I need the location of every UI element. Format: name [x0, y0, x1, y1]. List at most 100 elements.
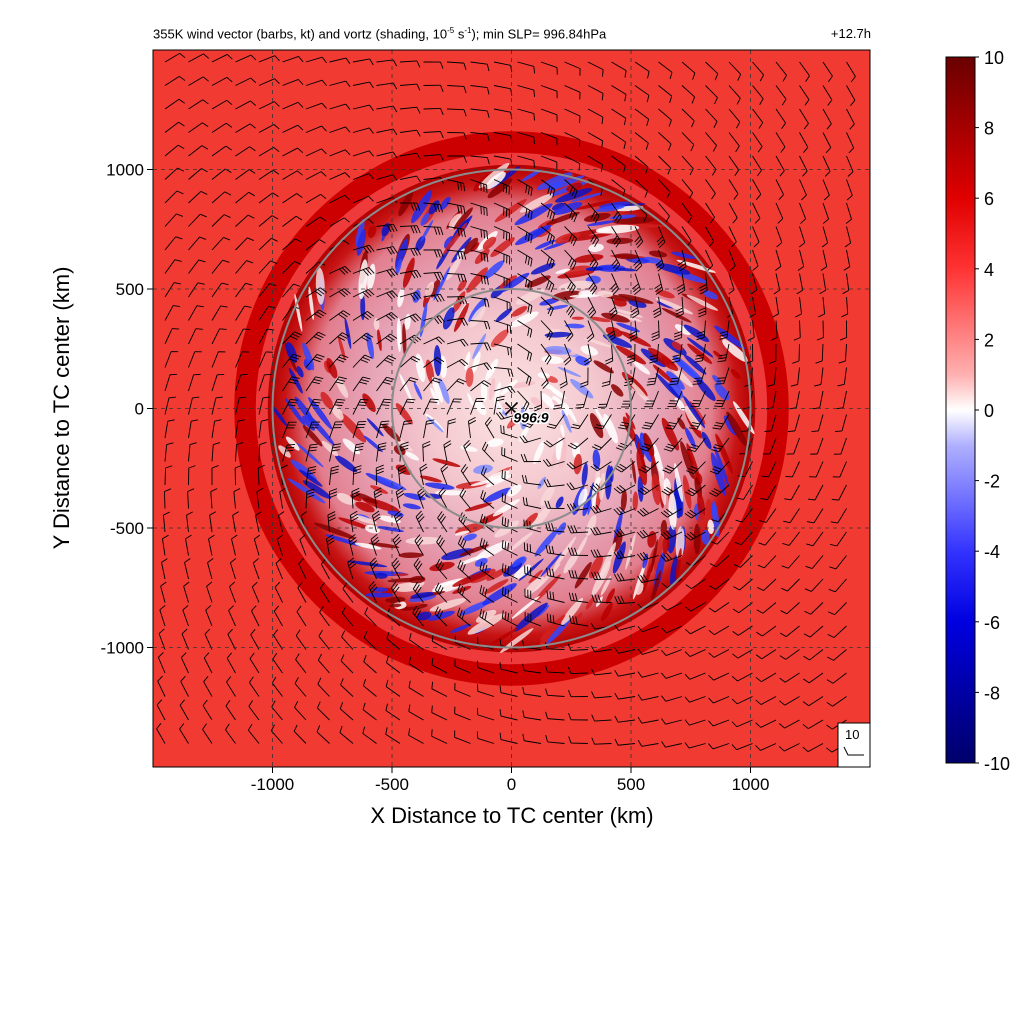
- barb-flag: [605, 357, 613, 362]
- vorticity-streak: [402, 323, 407, 357]
- wind-barb: [295, 629, 307, 650]
- barb-shaft: [810, 602, 824, 615]
- barb-flag: [335, 401, 344, 404]
- barb-shaft: [329, 103, 346, 110]
- barb-flag: [461, 358, 469, 365]
- wind-barb: [271, 676, 283, 697]
- barb-flag: [713, 488, 722, 493]
- barb-flag: [836, 407, 844, 410]
- wind-barb: [352, 58, 374, 66]
- barb-flag: [606, 330, 615, 336]
- barb-flag: [780, 146, 786, 153]
- vorticity-streak: [362, 393, 376, 413]
- barb-flag: [360, 398, 369, 401]
- wind-barb: [282, 101, 304, 110]
- wind-barb: [204, 628, 213, 650]
- wind-barb: [752, 249, 759, 271]
- wind-barb: [211, 54, 233, 63]
- barb-shaft: [235, 283, 246, 298]
- wind-barb: [369, 557, 379, 580]
- barb-flag: [418, 516, 425, 523]
- barb-flag: [184, 558, 191, 563]
- barb-flag: [501, 539, 504, 549]
- wind-barb: [728, 85, 741, 105]
- barb-shaft: [248, 706, 260, 721]
- wind-barb: [446, 85, 467, 94]
- wind-barb: [277, 511, 285, 533]
- barb-flag: [651, 330, 660, 335]
- barb-flag: [533, 66, 536, 74]
- barb-flag: [392, 268, 398, 276]
- barb-flag: [613, 508, 620, 516]
- vorticity-streak: [539, 614, 566, 641]
- barb-shaft: [594, 719, 612, 722]
- wind-barb: [708, 625, 730, 636]
- wind-barb: [409, 632, 424, 650]
- barb-flag: [275, 558, 282, 564]
- barb-shaft: [188, 76, 204, 86]
- barb-shaft: [446, 108, 465, 111]
- wind-barb: [164, 328, 180, 345]
- barb-shaft: [840, 437, 847, 455]
- barb-flag: [504, 494, 506, 503]
- wind-barb: [590, 504, 612, 514]
- barb-flag: [439, 293, 445, 302]
- barb-shaft: [235, 421, 239, 439]
- barb-flag: [637, 575, 643, 583]
- barb-flag: [329, 494, 338, 499]
- barb-shaft: [641, 743, 659, 747]
- barb-flag: [397, 493, 405, 499]
- barb-flag: [292, 333, 300, 338]
- wind-barb: [638, 461, 659, 474]
- barb-shaft: [768, 461, 777, 478]
- barb-flag: [580, 381, 589, 385]
- wind-barb: [391, 557, 401, 580]
- barb-flag: [623, 141, 626, 149]
- wind-barb: [611, 61, 627, 78]
- vorticity-streak: [661, 417, 680, 451]
- barb-shaft: [728, 179, 739, 195]
- barb-flag: [311, 381, 320, 385]
- wind-barb: [211, 282, 229, 298]
- wind-barb: [517, 179, 533, 197]
- barb-flag: [523, 519, 526, 528]
- barb-shaft: [744, 461, 753, 477]
- vorticity-streak: [454, 530, 470, 536]
- barb-flag: [566, 305, 572, 313]
- vorticity-streak: [537, 372, 550, 379]
- vorticity-streak: [385, 596, 406, 603]
- vorticity-streak: [648, 250, 668, 258]
- barb-flag: [614, 214, 620, 222]
- vorticity-streak: [552, 395, 569, 416]
- barb-flag: [393, 536, 401, 544]
- barb-flag: [270, 260, 278, 264]
- barb-flag: [651, 334, 660, 338]
- barb-flag: [463, 86, 467, 94]
- barb-flag: [249, 146, 256, 152]
- wind-barb: [470, 320, 491, 330]
- wind-barb: [759, 508, 777, 523]
- vorticity-streak: [674, 324, 691, 336]
- barb-flag: [656, 262, 664, 269]
- barb-shaft: [587, 132, 603, 142]
- barb-flag: [617, 573, 622, 581]
- wind-barb: [305, 443, 319, 462]
- barb-flag: [273, 146, 280, 153]
- wind-barb: [233, 488, 241, 509]
- vorticity-streak: [666, 524, 677, 554]
- barb-flag: [431, 681, 434, 689]
- barb-flag: [419, 492, 427, 499]
- barb-flag: [525, 231, 528, 240]
- wind-barb: [660, 553, 683, 562]
- barb-flag: [551, 545, 555, 554]
- barb-flag: [690, 424, 699, 427]
- wind-barb: [258, 305, 276, 321]
- barb-flag: [713, 121, 718, 128]
- barb-shaft: [618, 649, 636, 654]
- colorbar-tick-label: -8: [984, 683, 1000, 703]
- barb-flag: [843, 266, 850, 271]
- wind-barb: [786, 437, 800, 455]
- wind-barb: [564, 249, 577, 270]
- barb-flag: [484, 342, 489, 351]
- barb-flag: [484, 541, 488, 550]
